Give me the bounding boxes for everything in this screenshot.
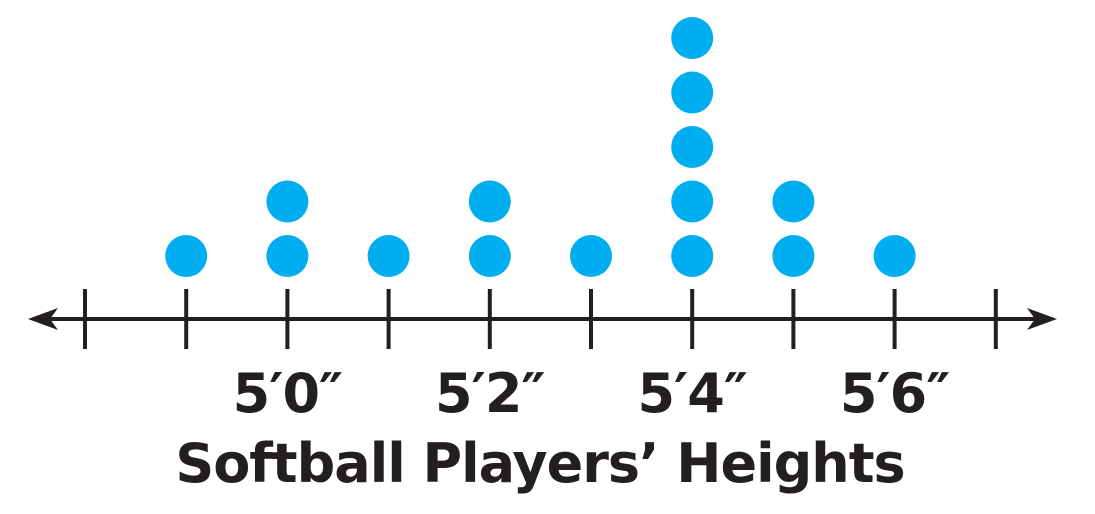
data-dot [165,235,208,277]
axis-title: Softball Players’ Heights [175,432,904,495]
data-dot [266,235,309,277]
tick-label: 5′0″ [233,362,343,425]
data-dots [165,17,916,277]
tick-label: 5′6″ [840,362,950,425]
right-arrowhead [1027,308,1057,330]
data-dot [266,180,309,223]
data-dot [671,235,714,277]
data-dot [772,235,815,277]
left-arrowhead [28,308,58,330]
data-dot [468,235,511,277]
data-dot [671,71,714,114]
tick-label: 5′2″ [435,362,545,425]
data-dot [873,235,916,277]
data-dot [671,17,714,59]
tick-label: 5′4″ [637,362,747,425]
data-dot [671,126,714,168]
data-dot [671,180,714,223]
data-dot [772,180,815,223]
number-line [28,289,1057,349]
data-dot [570,235,612,277]
data-dot [367,235,410,277]
data-dot [468,180,511,223]
tick-labels: 5′0″ 5′2″ 5′4″ 5′6″ [233,362,951,425]
